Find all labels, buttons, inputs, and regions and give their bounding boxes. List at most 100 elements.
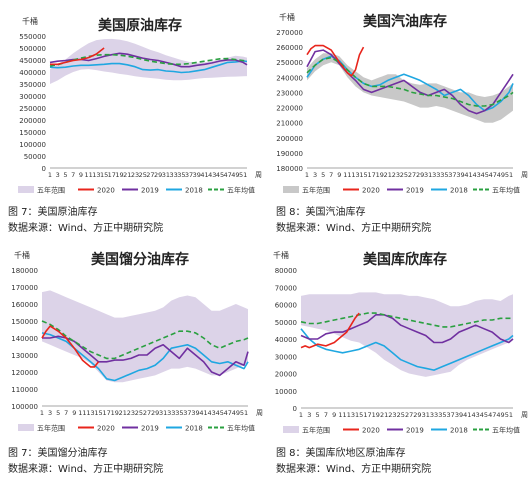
x-tick-label: 9 bbox=[332, 411, 336, 419]
y-axis-label: 千桶 bbox=[279, 12, 295, 22]
y-tick-label: 230000 bbox=[276, 89, 303, 97]
y-tick-label: 210000 bbox=[276, 120, 303, 128]
y-tick-label: 190000 bbox=[276, 150, 303, 158]
x-tick-label: 5 bbox=[63, 171, 67, 179]
legend-item-y2019: 2019 bbox=[122, 187, 159, 195]
legend-item-range: 五年范围 bbox=[18, 186, 65, 195]
x-tick-label: 13 bbox=[351, 171, 359, 179]
chart-panel-gasoline: 美国汽油库存 千桶 180000 190000 200000 210000 220000 23… bbox=[265, 0, 530, 205]
x-tick-label: 31 bbox=[424, 171, 432, 179]
x-tick-label: 7 bbox=[329, 171, 333, 179]
y-tick-label: 10000 bbox=[275, 388, 297, 396]
caption-crude: 图 7：美国原油库存 bbox=[8, 207, 98, 218]
caption-distillate: 图 7：美国馏分油库存 bbox=[8, 448, 108, 459]
x-tick-label: 7 bbox=[64, 409, 68, 417]
legend-item-avg: 五年均值 bbox=[208, 186, 255, 195]
x-tick-label: 11 bbox=[84, 171, 92, 179]
y-tick-label: 140000 bbox=[11, 335, 38, 343]
x-tick-label: 13 bbox=[347, 411, 355, 419]
x-tick-label: 1 bbox=[48, 171, 52, 179]
source-cushing: 数据来源：Wind、方正中期研究院 bbox=[276, 464, 432, 475]
x-tick-label: 47 bbox=[488, 411, 496, 419]
legend-label: 五年均值 bbox=[227, 186, 255, 195]
x-tick-label: 43 bbox=[208, 171, 216, 179]
x-tick-label: 25 bbox=[139, 171, 147, 179]
x-tick-label: 21 bbox=[380, 411, 388, 419]
legend-label: 2018 bbox=[450, 187, 468, 195]
x-tick-label: 41 bbox=[200, 171, 208, 179]
x-tick-label: 49 bbox=[232, 409, 240, 417]
series-2020-line bbox=[50, 47, 105, 66]
y-tick-label: 160000 bbox=[11, 301, 38, 309]
legend-item-range: 五年范围 bbox=[283, 426, 330, 435]
x-tick-label: 19 bbox=[376, 171, 384, 179]
x-tick-label: 17 bbox=[367, 171, 375, 179]
x-tick-label: 37 bbox=[183, 409, 191, 417]
legend-label: 2020 bbox=[362, 427, 380, 435]
x-axis-unit: 周 bbox=[256, 409, 263, 417]
x-tick-label: 21 bbox=[119, 409, 127, 417]
legend-item-y2018: 2018 bbox=[166, 187, 203, 195]
x-tick-label: 15 bbox=[359, 171, 367, 179]
legend-item-y2020: 2020 bbox=[343, 427, 380, 435]
x-tick-label: 35 bbox=[177, 171, 185, 179]
x-tick-label: 13 bbox=[86, 409, 94, 417]
x-tick-label: 39 bbox=[455, 411, 463, 419]
y-tick-label: 150000 bbox=[19, 129, 46, 137]
x-tick-label: 3 bbox=[307, 411, 311, 419]
x-tick-label: 23 bbox=[131, 171, 139, 179]
x-tick-label: 1 bbox=[299, 411, 303, 419]
y-tick-label: 200000 bbox=[19, 117, 46, 125]
y-tick-label: 70000 bbox=[275, 284, 297, 292]
five-year-range-area bbox=[301, 292, 513, 377]
y-tick-label: 120000 bbox=[11, 369, 38, 377]
x-tick-label: 37 bbox=[448, 171, 456, 179]
x-tick-label: 29 bbox=[416, 171, 424, 179]
x-tick-label: 29 bbox=[413, 411, 421, 419]
legend-item-y2019: 2019 bbox=[387, 187, 424, 195]
y-tick-label: 200000 bbox=[276, 135, 303, 143]
caption-cushing: 图 8：美国库欣地区原油库存 bbox=[276, 448, 406, 459]
series-2018-line bbox=[300, 328, 514, 371]
x-tick-label: 27 bbox=[146, 171, 154, 179]
legend-label: 五年范围 bbox=[37, 186, 65, 195]
y-tick-label: 30000 bbox=[275, 353, 297, 361]
x-tick-label: 15 bbox=[100, 171, 108, 179]
y-tick-label: 350000 bbox=[19, 81, 46, 89]
x-tick-label: 43 bbox=[471, 411, 479, 419]
x-tick-label: 45 bbox=[216, 171, 224, 179]
y-tick-label: 250000 bbox=[19, 105, 46, 113]
chart-panel-cushing: 美国库欣库存 千桶 0 10000 20000 30000 40000 50000 60000 7… bbox=[265, 240, 530, 445]
x-tick-label: 41 bbox=[199, 409, 207, 417]
y-tick-label: 180000 bbox=[11, 267, 38, 275]
legend-label: 2020 bbox=[97, 425, 115, 433]
chart-panel-crude: 美国原油库存 千桶 0 50000 100000 150000 200000 250000 30… bbox=[0, 0, 265, 205]
x-tick-label: 9 bbox=[337, 171, 341, 179]
x-tick-label: 17 bbox=[108, 171, 116, 179]
x-tick-label: 27 bbox=[143, 409, 151, 417]
chart-panel-distillate: 美国馏分油库存 千桶 100000 110000 120000 130000 140000 1… bbox=[0, 240, 265, 445]
legend-item-y2019: 2019 bbox=[122, 425, 159, 433]
legend-label: 2020 bbox=[362, 187, 380, 195]
y-tick-label: 240000 bbox=[276, 74, 303, 82]
legend-item-range: 五年范围 bbox=[283, 186, 330, 195]
legend-label: 2018 bbox=[185, 425, 203, 433]
x-tick-label: 3 bbox=[48, 409, 52, 417]
legend-item-avg: 五年均值 bbox=[473, 186, 520, 195]
x-tick-label: 35 bbox=[438, 411, 446, 419]
legend-item-avg: 五年均值 bbox=[473, 426, 520, 435]
x-tick-label: 27 bbox=[408, 171, 416, 179]
distillate-inventory-chart: 美国馏分油库存 千桶 100000 110000 120000 130000 140000 1… bbox=[11, 250, 263, 433]
x-tick-label: 33 bbox=[432, 171, 440, 179]
y-tick-label: 250000 bbox=[276, 59, 303, 67]
x-tick-label: 21 bbox=[123, 171, 131, 179]
y-tick-label: 100000 bbox=[19, 141, 46, 149]
x-tick-label: 45 bbox=[216, 409, 224, 417]
x-tick-label: 1 bbox=[40, 409, 44, 417]
legend-label: 五年均值 bbox=[227, 424, 255, 433]
y-tick-label: 50000 bbox=[24, 153, 46, 161]
legend-label: 五年均值 bbox=[492, 186, 520, 195]
y-axis-label: 千桶 bbox=[14, 250, 30, 260]
x-tick-label: 5 bbox=[56, 409, 60, 417]
legend-item-range: 五年范围 bbox=[18, 424, 65, 433]
